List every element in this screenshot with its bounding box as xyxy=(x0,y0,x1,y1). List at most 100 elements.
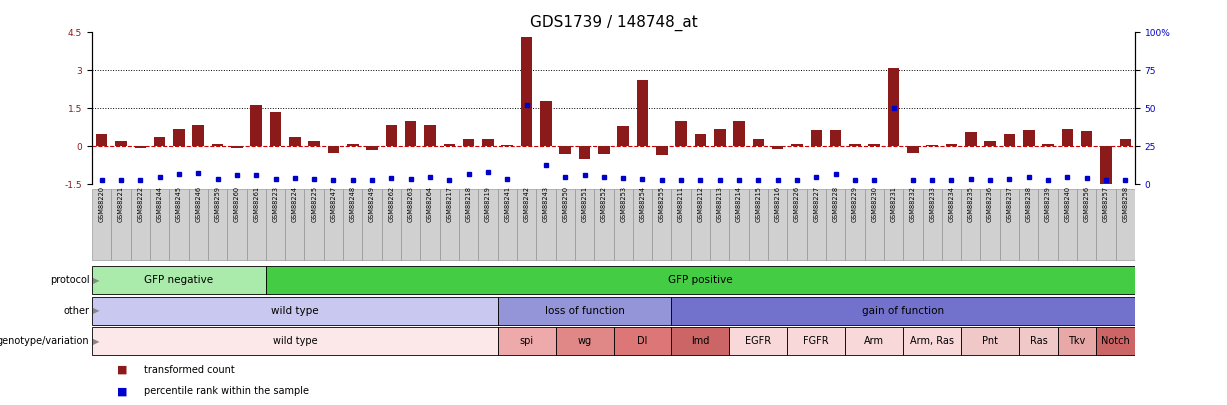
Bar xyxy=(826,189,845,260)
Text: Dl: Dl xyxy=(637,336,648,346)
Text: GSM88247: GSM88247 xyxy=(330,186,336,222)
Bar xyxy=(405,121,416,146)
Bar xyxy=(923,189,942,260)
Text: ▶: ▶ xyxy=(93,276,99,285)
Text: GSM88257: GSM88257 xyxy=(1103,186,1109,222)
Text: GSM88244: GSM88244 xyxy=(157,186,163,222)
Bar xyxy=(324,189,344,260)
Text: GSM88218: GSM88218 xyxy=(465,186,471,222)
Bar xyxy=(266,189,285,260)
Text: GSM88240: GSM88240 xyxy=(1064,186,1070,222)
Bar xyxy=(92,266,266,294)
Bar xyxy=(926,145,937,146)
Bar xyxy=(212,144,223,146)
Text: GSM88245: GSM88245 xyxy=(175,186,182,222)
Text: lmd: lmd xyxy=(691,336,709,346)
Bar xyxy=(130,189,150,260)
Text: ■: ■ xyxy=(117,365,128,375)
Bar xyxy=(520,38,533,146)
Bar xyxy=(328,146,339,153)
Text: GSM88251: GSM88251 xyxy=(582,186,588,222)
Text: percentile rank within the sample: percentile rank within the sample xyxy=(144,386,308,396)
Bar xyxy=(285,189,304,260)
Bar xyxy=(479,189,498,260)
Bar xyxy=(729,327,788,355)
Text: wild type: wild type xyxy=(272,336,317,346)
Bar xyxy=(633,189,652,260)
Text: protocol: protocol xyxy=(50,275,90,286)
Bar xyxy=(942,189,961,260)
Text: GSM88250: GSM88250 xyxy=(562,186,568,222)
Bar xyxy=(1119,139,1131,146)
Text: GSM88222: GSM88222 xyxy=(137,186,144,222)
Text: Arm: Arm xyxy=(864,336,885,346)
Bar xyxy=(865,189,883,260)
Text: GSM88223: GSM88223 xyxy=(272,186,279,222)
Text: GSM88229: GSM88229 xyxy=(852,186,858,222)
Bar xyxy=(459,189,479,260)
Bar xyxy=(903,189,923,260)
Bar xyxy=(347,144,358,146)
Title: GDS1739 / 148748_at: GDS1739 / 148748_at xyxy=(530,15,697,31)
Bar xyxy=(425,125,436,146)
Bar xyxy=(579,146,590,159)
Text: GSM88252: GSM88252 xyxy=(601,186,607,222)
Bar xyxy=(173,129,185,146)
Bar xyxy=(980,189,1000,260)
Bar xyxy=(772,146,784,149)
Bar xyxy=(439,189,459,260)
Bar xyxy=(671,189,691,260)
Text: GSM88254: GSM88254 xyxy=(639,186,645,222)
Bar xyxy=(845,327,903,355)
Bar xyxy=(266,266,1135,294)
Bar xyxy=(247,189,266,260)
Text: GFP positive: GFP positive xyxy=(667,275,733,286)
Bar xyxy=(869,144,880,146)
Text: GSM88228: GSM88228 xyxy=(833,186,838,222)
Text: GSM88262: GSM88262 xyxy=(389,186,394,222)
Text: GSM88241: GSM88241 xyxy=(504,186,510,222)
Text: Notch: Notch xyxy=(1102,336,1130,346)
Text: gain of function: gain of function xyxy=(863,306,945,316)
Text: GSM88246: GSM88246 xyxy=(195,186,201,222)
Text: GSM88227: GSM88227 xyxy=(814,186,820,222)
Bar xyxy=(536,189,556,260)
Bar xyxy=(231,146,243,147)
Text: GSM88221: GSM88221 xyxy=(118,186,124,222)
Bar xyxy=(617,126,629,146)
Bar xyxy=(1058,327,1097,355)
Text: GSM88219: GSM88219 xyxy=(485,186,491,222)
Bar xyxy=(1038,189,1058,260)
Bar xyxy=(748,189,768,260)
Bar xyxy=(227,189,247,260)
Bar xyxy=(734,121,745,146)
Text: GSM88239: GSM88239 xyxy=(1045,186,1052,222)
Bar xyxy=(92,189,112,260)
Text: GSM88216: GSM88216 xyxy=(774,186,780,222)
Bar xyxy=(401,189,421,260)
Text: genotype/variation: genotype/variation xyxy=(0,336,90,346)
Bar xyxy=(652,189,671,260)
Bar xyxy=(791,144,802,146)
Bar xyxy=(946,144,957,146)
Text: GSM88226: GSM88226 xyxy=(794,186,800,222)
Bar xyxy=(594,189,614,260)
Bar xyxy=(888,68,899,146)
Bar xyxy=(907,146,919,153)
Text: Arm, Ras: Arm, Ras xyxy=(910,336,955,346)
Text: GSM88243: GSM88243 xyxy=(542,186,548,222)
Bar xyxy=(811,130,822,146)
Text: GSM88256: GSM88256 xyxy=(1083,186,1090,222)
Bar xyxy=(961,327,1020,355)
Text: GSM88233: GSM88233 xyxy=(929,186,935,222)
Bar xyxy=(482,139,493,146)
Bar xyxy=(193,125,204,146)
Bar xyxy=(443,144,455,146)
Text: GSM88231: GSM88231 xyxy=(891,186,897,222)
Bar xyxy=(671,327,729,355)
Bar xyxy=(344,189,362,260)
Bar xyxy=(189,189,207,260)
Bar xyxy=(421,189,439,260)
Text: GSM88212: GSM88212 xyxy=(697,186,703,222)
Bar xyxy=(498,297,671,325)
